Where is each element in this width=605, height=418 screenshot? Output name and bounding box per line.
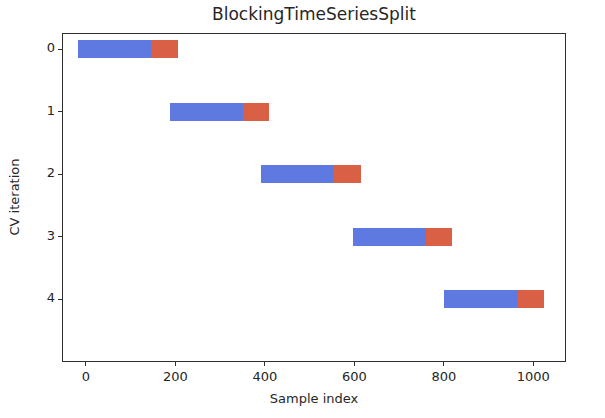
train-bar [353, 228, 426, 246]
train-bar [261, 165, 334, 183]
x-tick-mark [85, 362, 86, 366]
test-bar [426, 228, 452, 246]
y-tick-mark [58, 299, 62, 300]
y-tick-label: 1 [15, 103, 55, 118]
x-tick-label: 200 [150, 369, 200, 384]
x-tick-label: 1000 [508, 369, 558, 384]
y-tick-mark [58, 174, 62, 175]
test-bar [243, 103, 269, 121]
x-tick-mark [175, 362, 176, 366]
y-tick-label: 0 [15, 40, 55, 55]
train-bar [170, 103, 243, 121]
x-axis-label: Sample index [62, 391, 566, 406]
x-tick-label: 600 [329, 369, 379, 384]
x-tick-label: 800 [419, 369, 469, 384]
y-tick-label: 4 [15, 290, 55, 305]
y-tick-mark [58, 236, 62, 237]
x-tick-mark [264, 362, 265, 366]
x-tick-mark [443, 362, 444, 366]
plot-area: 0200400600800100001234 [62, 33, 566, 362]
y-axis-label: CV iteration [7, 158, 22, 235]
train-bar [444, 290, 517, 308]
train-bar [78, 40, 151, 58]
figure: BlockingTimeSeriesSplit 0200400600800100… [0, 0, 605, 418]
x-tick-label: 0 [61, 369, 111, 384]
y-tick-mark [58, 49, 62, 50]
test-bar [518, 290, 544, 308]
x-tick-mark [354, 362, 355, 366]
x-tick-label: 400 [240, 369, 290, 384]
x-tick-mark [533, 362, 534, 366]
chart-title: BlockingTimeSeriesSplit [62, 4, 566, 24]
test-bar [151, 40, 177, 58]
y-tick-mark [58, 111, 62, 112]
test-bar [334, 165, 360, 183]
